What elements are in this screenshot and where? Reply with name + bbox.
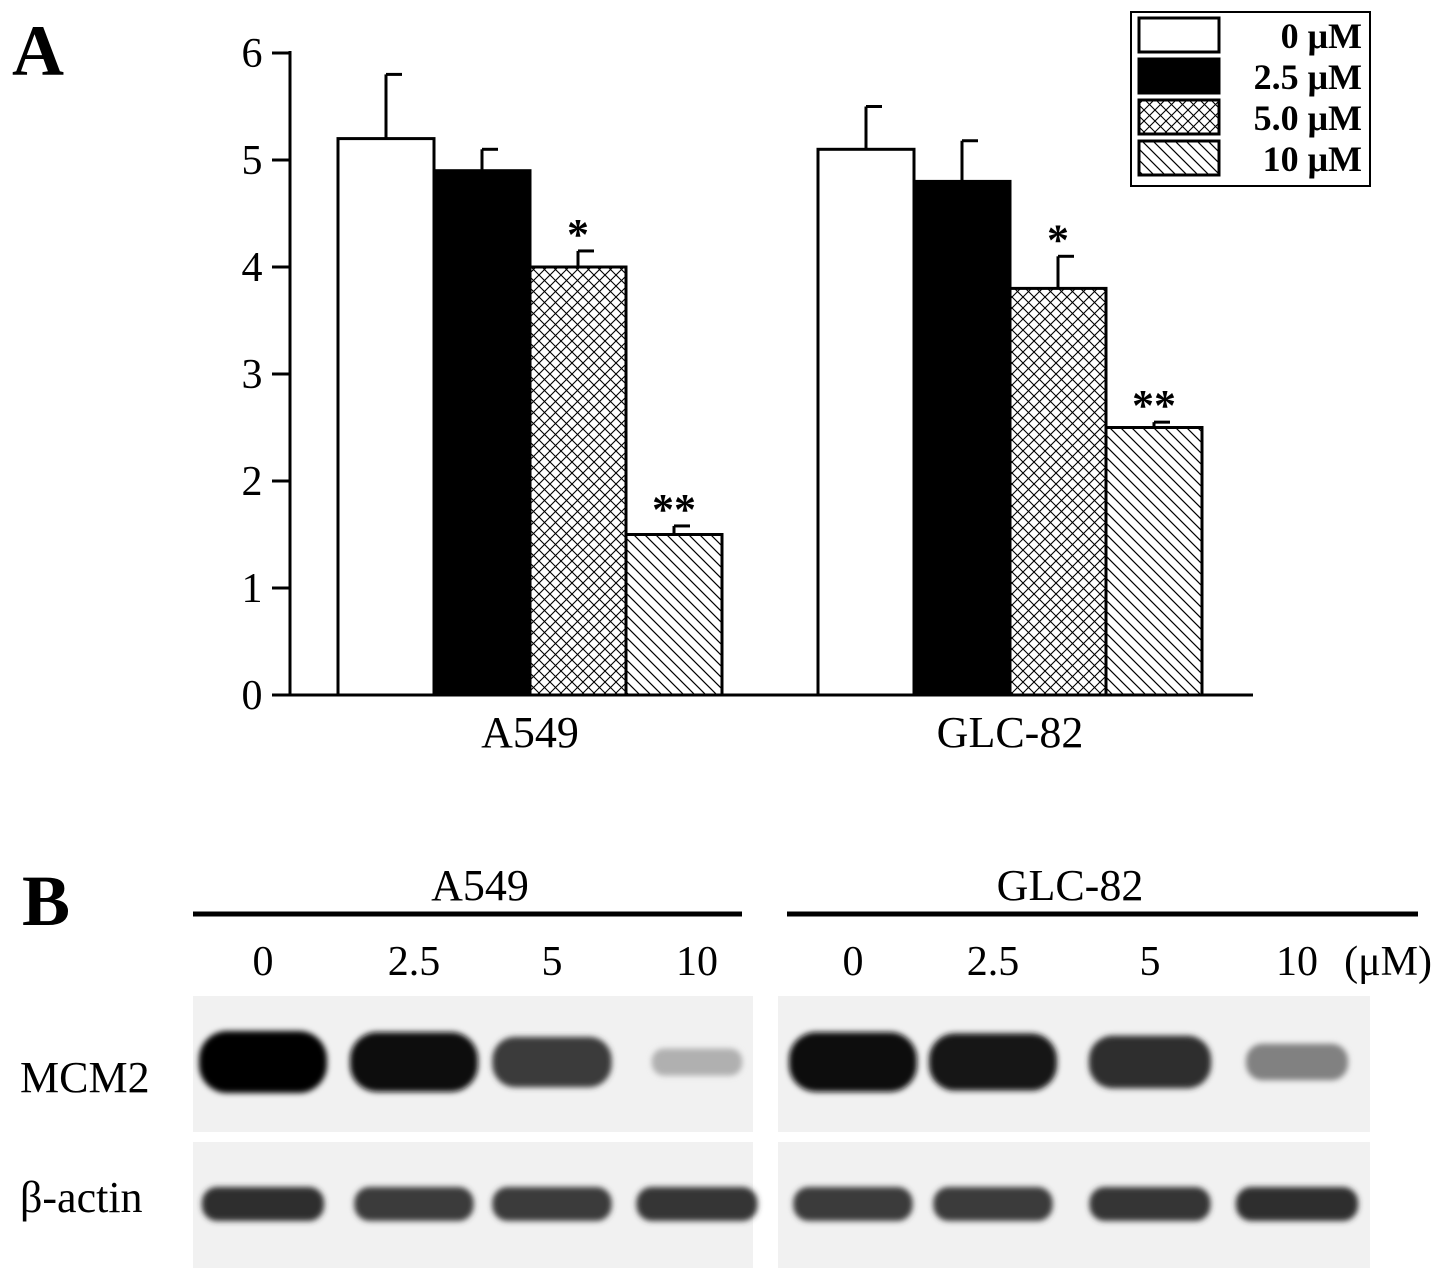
bar xyxy=(624,533,724,697)
blot-band xyxy=(793,1187,913,1221)
bar xyxy=(1008,286,1108,697)
legend-entry-label: 0 μM xyxy=(1281,16,1362,56)
y-tick-label: 1 xyxy=(242,566,263,612)
significance-marker: ** xyxy=(1132,381,1176,430)
blot-band xyxy=(789,1032,917,1092)
legend-entry-label: 5.0 μM xyxy=(1254,98,1362,138)
y-tick-label: 4 xyxy=(242,245,263,291)
significance-marker: ** xyxy=(652,485,696,534)
legend-entry-label: 2.5 μM xyxy=(1254,57,1362,97)
blot-band xyxy=(1088,1035,1212,1089)
blot-lane-label: 0 xyxy=(843,939,864,985)
bar xyxy=(912,179,1012,697)
blot-lane-label: 5 xyxy=(1140,939,1161,985)
blot-band xyxy=(933,1187,1053,1221)
bar xyxy=(528,265,628,697)
panel-a-label: A xyxy=(12,11,64,91)
x-category-label: GLC-82 xyxy=(937,708,1084,757)
blot-lane-label: 0 xyxy=(253,939,274,985)
blot-band xyxy=(199,1031,327,1093)
bar xyxy=(432,169,532,697)
blot-band xyxy=(636,1187,758,1221)
western-blot: A549 0 2.5 5 10 GLC-82 0 2.5 5 10 (μM) MCM2 β-actin xyxy=(20,861,1432,1268)
bar xyxy=(1104,426,1204,697)
blot-band xyxy=(201,1187,325,1221)
blot-lane-label: 10 xyxy=(676,939,718,985)
bar xyxy=(336,137,436,697)
bar xyxy=(816,147,916,697)
blot-band xyxy=(354,1187,474,1221)
legend-swatch xyxy=(1137,98,1221,136)
blot-band xyxy=(1235,1187,1359,1221)
blot-band xyxy=(1245,1043,1349,1081)
y-tick-label: 0 xyxy=(242,673,263,719)
significance-marker: * xyxy=(1047,215,1069,264)
x-category-label: A549 xyxy=(481,708,579,757)
blot-band xyxy=(1089,1187,1211,1221)
legend-swatch xyxy=(1137,139,1221,177)
y-tick-label: 5 xyxy=(242,138,263,184)
blot-lane-label: 2.5 xyxy=(388,939,441,985)
blot-band xyxy=(492,1036,612,1088)
panel-b-label: B xyxy=(22,861,70,941)
blot-lane-label: 5 xyxy=(542,939,563,985)
y-tick-label: 2 xyxy=(242,459,263,505)
blot-unit-label: (μM) xyxy=(1344,939,1432,985)
blot-group-label: GLC-82 xyxy=(997,861,1144,910)
y-tick-label: 3 xyxy=(242,352,263,398)
blot-band xyxy=(651,1048,743,1076)
legend-swatch xyxy=(1137,57,1221,95)
blot-band xyxy=(929,1033,1057,1091)
blot-row-label: β-actin xyxy=(20,1173,143,1222)
blot-band xyxy=(492,1187,612,1221)
legend-entry-label: 10 μM xyxy=(1263,139,1362,179)
blot-lane-label: 2.5 xyxy=(967,939,1020,985)
legend-swatch xyxy=(1137,16,1221,54)
blot-band xyxy=(350,1032,478,1092)
blot-lane-label: 10 xyxy=(1276,939,1318,985)
significance-marker: * xyxy=(567,210,589,259)
y-tick-label: 6 xyxy=(242,31,263,77)
blot-row-label: MCM2 xyxy=(20,1053,150,1102)
blot-group-label: A549 xyxy=(431,861,529,910)
